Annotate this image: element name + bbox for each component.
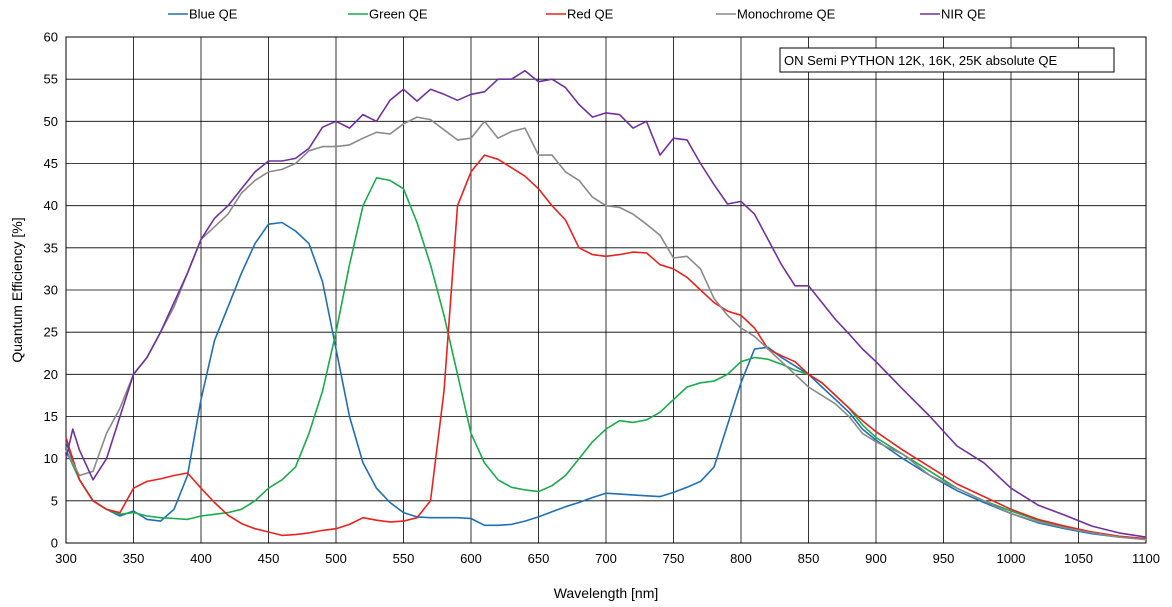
- x-tick-label: 650: [528, 551, 550, 566]
- y-tick-label: 50: [44, 114, 58, 129]
- y-tick-label: 0: [51, 536, 58, 551]
- series-lines: [65, 69, 1147, 541]
- legend-label: Green QE: [369, 7, 428, 22]
- x-tick-label: 400: [190, 551, 212, 566]
- y-tick-label: 35: [44, 240, 58, 255]
- series-line-monochrome-qe: [65, 116, 1147, 541]
- x-tick-label: 800: [730, 551, 752, 566]
- x-tick-label: 1000: [997, 551, 1026, 566]
- x-tick-label: 900: [865, 551, 887, 566]
- y-tick-label: 20: [44, 367, 58, 382]
- x-tick-label: 450: [258, 551, 280, 566]
- x-tick-labels: 300 350 400 450 500 550 600 650 700 750 800 850 900 9…: [55, 551, 1160, 566]
- annotation-frame: [779, 47, 1115, 73]
- y-tick-label: 10: [44, 451, 58, 466]
- annotation-box: ON Semi PYTHON 12K, 16K, 25K absolute QE: [779, 47, 1115, 73]
- x-tick-label: 1100: [1132, 551, 1160, 566]
- legend-label: Monochrome QE: [737, 7, 836, 22]
- y-tick-label: 15: [44, 409, 58, 424]
- plot-area-frame: [65, 36, 1147, 544]
- annotation-text: ON Semi PYTHON 12K, 16K, 25K absolute QE: [784, 53, 1057, 68]
- x-tick-label: 750: [663, 551, 685, 566]
- series-line-blue-qe: [65, 221, 1147, 540]
- legend-label: Blue QE: [189, 7, 238, 22]
- series-line-red-qe: [65, 154, 1147, 540]
- legend-label: Red QE: [567, 7, 614, 22]
- y-tick-label: 40: [44, 198, 58, 213]
- x-tick-label: 550: [393, 551, 415, 566]
- y-tick-label: 30: [44, 283, 58, 298]
- y-tick-label: 25: [44, 325, 58, 340]
- x-tick-label: 700: [595, 551, 617, 566]
- x-tick-label: 950: [933, 551, 955, 566]
- y-tick-label: 60: [44, 30, 58, 45]
- y-tick-labels: 0 5 10 15 20 25 30 35 40 45 50 55 60: [44, 30, 58, 551]
- y-axis-title: Quantum Efficiency [%]: [9, 217, 25, 362]
- y-tick-label: 5: [51, 493, 58, 508]
- x-tick-label: 600: [460, 551, 482, 566]
- legend-label: NIR QE: [941, 7, 986, 22]
- series-line-nir-qe: [65, 69, 1147, 538]
- x-tick-label: 350: [123, 551, 145, 566]
- x-tick-label: 300: [55, 551, 77, 566]
- x-tick-label: 850: [798, 551, 820, 566]
- y-tick-label: 45: [44, 156, 58, 171]
- x-tick-label: 1050: [1064, 551, 1093, 566]
- legend: Blue QE Green QE Red QE Monochrome QE NIR QE: [168, 7, 986, 22]
- x-axis-title: Wavelength [nm]: [554, 585, 659, 601]
- y-tick-label: 55: [44, 72, 58, 87]
- series-line-green-qe: [65, 177, 1147, 540]
- x-tick-label: 500: [325, 551, 347, 566]
